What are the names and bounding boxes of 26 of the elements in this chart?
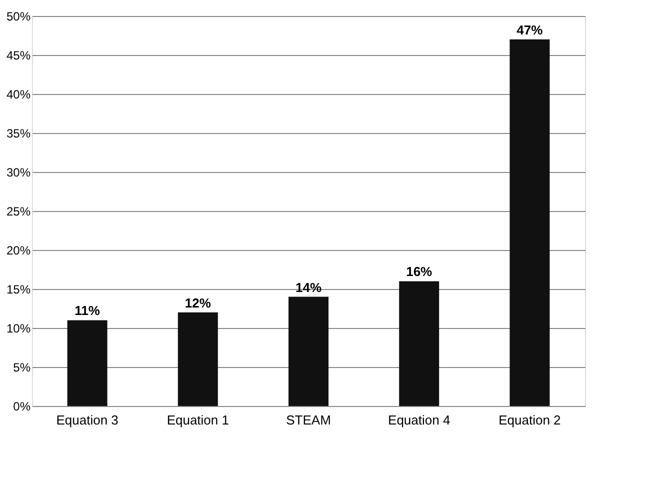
bar bbox=[288, 296, 328, 406]
bar bbox=[178, 312, 218, 406]
bar bbox=[399, 281, 440, 406]
y-tick-label: 50% bbox=[6, 10, 31, 24]
x-tick-label: Equation 3 bbox=[56, 412, 118, 428]
bar bbox=[510, 39, 550, 406]
y-tick-label: 45% bbox=[6, 48, 31, 62]
x-tick-label: Equation 4 bbox=[388, 412, 450, 428]
x-tick-label: STEAM bbox=[286, 412, 331, 428]
y-tick-label: 10% bbox=[6, 322, 31, 336]
data-label: 11% bbox=[74, 303, 100, 318]
y-tick-label: 5% bbox=[13, 360, 31, 374]
data-label: 16% bbox=[406, 264, 433, 280]
y-tick-label: 30% bbox=[6, 166, 31, 180]
y-tick-label: 25% bbox=[6, 204, 31, 218]
bar bbox=[67, 320, 108, 406]
data-label: 12% bbox=[184, 295, 212, 310]
y-tick-label: 20% bbox=[6, 244, 31, 258]
y-tick-label: 0% bbox=[13, 400, 31, 414]
y-tick-label: 15% bbox=[6, 282, 31, 296]
y-tick-label: 35% bbox=[6, 126, 31, 140]
y-tick-label: 40% bbox=[6, 88, 31, 102]
data-label: 14% bbox=[295, 280, 322, 295]
data-label: 47% bbox=[516, 22, 544, 38]
x-tick-label: Equation 1 bbox=[166, 412, 229, 428]
x-tick-label: Equation 2 bbox=[498, 412, 561, 428]
